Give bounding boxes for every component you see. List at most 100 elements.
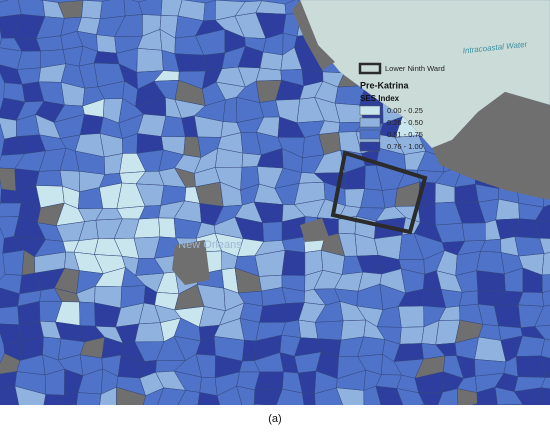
census-tract [252,403,256,405]
census-tract [99,0,126,20]
census-tract [98,407,124,425]
census-tract [155,406,178,426]
census-tract [43,394,65,405]
census-tract [459,290,479,307]
legend-boundary-label: Lower Ninth Ward [385,64,445,73]
census-tract [316,412,346,428]
census-tract [242,340,257,362]
place-label: New Orleans [178,239,242,251]
legend-label: 0.00 - 0.25 [387,106,423,115]
overlay: Intracoastal Water New Orleans [172,0,550,285]
census-tract [471,403,479,405]
census-tract [418,202,436,226]
land-gray [300,218,330,242]
legend-swatch [359,105,381,116]
census-tract [540,338,550,359]
census-tract [203,0,216,22]
census-tract [364,409,382,429]
census-tract [541,252,550,276]
census-tract [217,410,244,427]
census-tract [177,390,201,405]
census-tract [419,404,425,405]
census-tract [535,219,550,239]
census-tract [261,287,287,307]
census-tract [461,222,486,242]
census-tract [136,48,164,73]
census-tract [158,217,177,239]
census-tract [534,324,550,341]
legend-title: Pre-Katrina [360,80,410,90]
census-tract [195,181,224,207]
census-tract [423,404,431,405]
census-tract [336,387,365,405]
census-tract [143,387,165,405]
census-tract [254,403,275,405]
census-tract [192,404,199,405]
census-tract [222,96,238,123]
census-tract [0,385,20,405]
census-tract [2,249,25,276]
census-tract [157,387,186,405]
census-tract [541,274,550,293]
census-tract [514,236,545,257]
census-tract [542,290,550,307]
census-tract [298,319,319,339]
census-tract [418,391,444,405]
census-tract [360,188,386,209]
census-tract [517,291,544,307]
census-tract [254,388,283,405]
legend-label: 0.26 - 0.50 [387,118,423,127]
census-tract [335,410,366,429]
legend-boundary-swatch [358,62,382,75]
census-tract [93,51,120,65]
legend-label: 0.51 - 0.75 [387,130,423,139]
census-tract [174,53,206,72]
census-tract [255,67,282,82]
census-tract [522,403,525,405]
census-tract [334,103,365,123]
census-tract [476,250,505,275]
legend-swatch [359,117,381,128]
census-tract [81,0,103,20]
census-tract [138,0,163,16]
census-tract [535,204,550,222]
census-tract [438,406,462,430]
census-tract [375,385,404,405]
census-tract [540,377,550,390]
census-tract [259,303,287,323]
census-tract [534,405,550,427]
census-tract [314,387,343,405]
legend-subtitle: SES Index [360,94,400,103]
census-tract [216,385,243,405]
census-tract [497,404,524,405]
census-tract [539,237,550,254]
census-tract [534,304,550,327]
census-tract [76,392,102,405]
census-tract [197,392,221,405]
legend: Lower Ninth Ward Pre-Katrina SES Index 0… [358,62,445,152]
caption: (a) [268,413,281,425]
census-tract [79,114,104,136]
census-tract [116,386,146,405]
census-tract [399,326,425,345]
census-tract [476,270,506,292]
census-tract [76,404,78,405]
census-tract [14,385,47,405]
census-tract [516,355,546,378]
census-tract [134,409,155,428]
census-tract [203,52,226,72]
census-tract [16,410,43,425]
legend-label: 0.76 - 1.00 [387,142,423,151]
census-tract [539,387,550,405]
legend-swatch [359,129,381,140]
census-tract [116,407,142,428]
census-tract [281,249,306,276]
census-tract [254,371,284,391]
census-tract [55,392,79,405]
census-tract [363,385,382,405]
land-gray [172,240,210,285]
census-tract [300,411,323,428]
legend-swatch [359,141,381,152]
